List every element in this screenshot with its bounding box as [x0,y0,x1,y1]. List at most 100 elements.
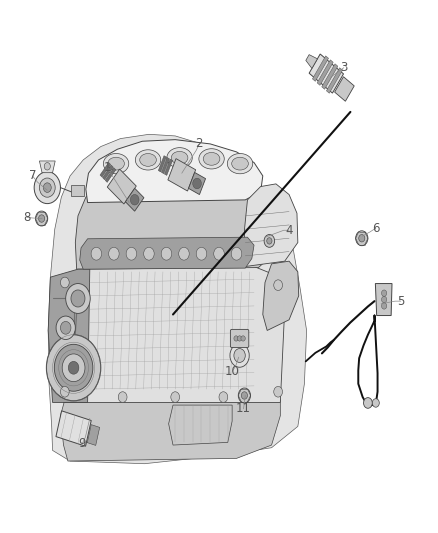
Text: 6: 6 [372,222,380,235]
Circle shape [267,238,272,244]
Polygon shape [335,77,354,101]
Polygon shape [48,269,90,402]
Ellipse shape [103,154,129,174]
Circle shape [238,388,251,403]
Text: 3: 3 [340,61,347,74]
Ellipse shape [199,149,224,169]
Polygon shape [375,284,392,316]
Polygon shape [100,163,111,177]
Ellipse shape [108,157,124,170]
Circle shape [43,183,51,192]
Polygon shape [86,140,263,203]
Circle shape [35,211,48,226]
Circle shape [60,277,69,288]
Circle shape [179,247,189,260]
Circle shape [234,336,238,341]
Circle shape [71,290,85,307]
Polygon shape [169,405,232,445]
Circle shape [381,303,387,309]
Polygon shape [263,261,299,330]
Polygon shape [125,188,144,211]
Circle shape [359,235,365,242]
Circle shape [196,247,207,260]
Circle shape [381,296,387,303]
Polygon shape [87,425,100,446]
Circle shape [144,247,154,260]
Ellipse shape [171,151,188,164]
Circle shape [56,316,75,340]
Polygon shape [244,184,298,266]
Circle shape [381,290,387,296]
Polygon shape [56,411,91,446]
Circle shape [44,163,50,170]
Polygon shape [317,60,333,85]
Circle shape [193,178,201,189]
Text: 11: 11 [236,402,251,415]
Bar [71,185,84,196]
Polygon shape [322,64,338,90]
Circle shape [241,392,247,399]
Ellipse shape [167,148,192,168]
Polygon shape [158,156,166,172]
Text: 8: 8 [24,211,31,224]
Circle shape [60,321,71,334]
Circle shape [60,386,69,397]
Text: 4: 4 [285,224,293,237]
Polygon shape [306,54,318,68]
Text: 5: 5 [397,295,404,308]
Polygon shape [164,159,173,175]
Ellipse shape [227,154,253,174]
Polygon shape [39,161,55,173]
Polygon shape [102,165,113,180]
Polygon shape [60,266,285,402]
Circle shape [230,344,249,367]
Text: 7: 7 [28,169,36,182]
Circle shape [171,392,180,402]
Circle shape [356,231,368,246]
Polygon shape [60,394,280,461]
Text: 9: 9 [78,437,86,450]
Polygon shape [188,173,205,195]
Circle shape [68,361,79,374]
Circle shape [131,195,139,205]
Circle shape [126,247,137,260]
Circle shape [118,392,127,402]
Polygon shape [48,134,307,464]
Polygon shape [75,165,274,269]
Circle shape [241,336,245,341]
Ellipse shape [140,154,156,166]
Circle shape [34,172,60,204]
Polygon shape [107,169,136,204]
Circle shape [39,178,55,197]
Circle shape [372,399,379,407]
Circle shape [62,354,85,382]
Text: 1: 1 [103,161,111,174]
Circle shape [219,392,228,402]
Circle shape [231,247,242,260]
Circle shape [264,235,275,247]
Circle shape [91,247,102,260]
Polygon shape [168,159,196,191]
Circle shape [54,344,93,391]
Polygon shape [161,157,170,174]
Circle shape [214,247,224,260]
Ellipse shape [135,150,161,170]
Text: 10: 10 [225,365,240,378]
Polygon shape [326,68,343,93]
Polygon shape [80,237,254,269]
Circle shape [66,284,90,313]
Circle shape [364,398,372,408]
Circle shape [109,247,119,260]
Polygon shape [309,54,343,93]
FancyBboxPatch shape [230,329,249,348]
Circle shape [274,280,283,290]
Polygon shape [105,168,116,182]
Circle shape [234,349,245,362]
Ellipse shape [203,152,220,165]
Circle shape [39,215,45,222]
Circle shape [46,335,101,401]
Circle shape [161,247,172,260]
Text: 2: 2 [195,138,203,150]
Circle shape [237,336,242,341]
Polygon shape [312,56,328,82]
